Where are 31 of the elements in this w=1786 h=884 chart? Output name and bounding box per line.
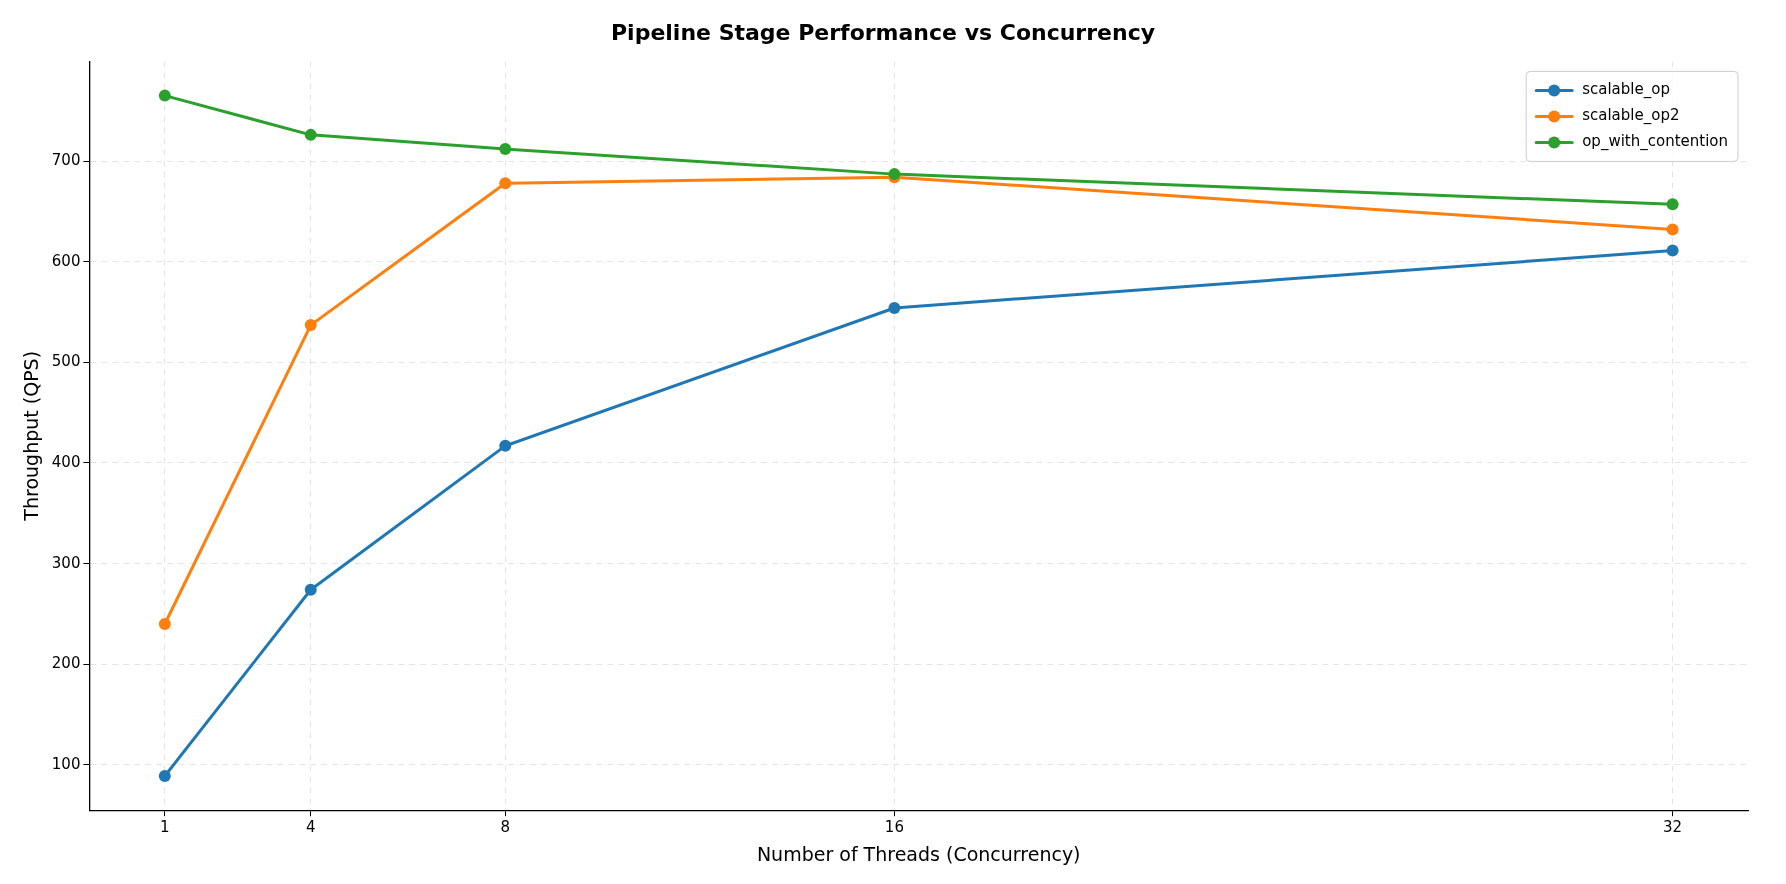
y-tick-label: 500 — [51, 352, 81, 371]
point — [499, 439, 512, 452]
y-tick-label: 600 — [51, 251, 81, 270]
point — [158, 769, 171, 782]
x-tick-label: 4 — [305, 818, 316, 837]
x-tick-label: 1 — [160, 818, 170, 837]
x-axis-title: Number of Threads (Concurrency) — [756, 842, 1081, 865]
x-tick-label: 16 — [884, 818, 904, 837]
point — [304, 319, 317, 332]
point — [499, 142, 512, 155]
chart-title: Pipeline Stage Performance vs Concurrency — [610, 19, 1156, 45]
y-tick-label: 200 — [51, 654, 81, 673]
legend-label: op_with_contention — [1582, 132, 1729, 152]
y-axis-title: Throughput (QPS) — [20, 350, 43, 522]
point — [1666, 223, 1679, 236]
point — [158, 89, 171, 102]
y-tick-label: 400 — [51, 452, 81, 471]
point — [304, 583, 317, 596]
point — [1666, 198, 1679, 211]
y-tick-label: 300 — [51, 553, 81, 572]
x-tick-label: 8 — [500, 818, 511, 837]
y-tick-label: 100 — [51, 754, 81, 773]
legend-label: scalable_op — [1582, 80, 1670, 100]
point — [1666, 244, 1679, 257]
point — [499, 177, 512, 190]
y-tick-label: 700 — [51, 150, 81, 169]
point — [158, 618, 171, 631]
legend-label: scalable_op2 — [1582, 106, 1680, 126]
point — [888, 301, 901, 314]
point — [304, 128, 317, 141]
x-tick-label: 32 — [1663, 818, 1683, 837]
